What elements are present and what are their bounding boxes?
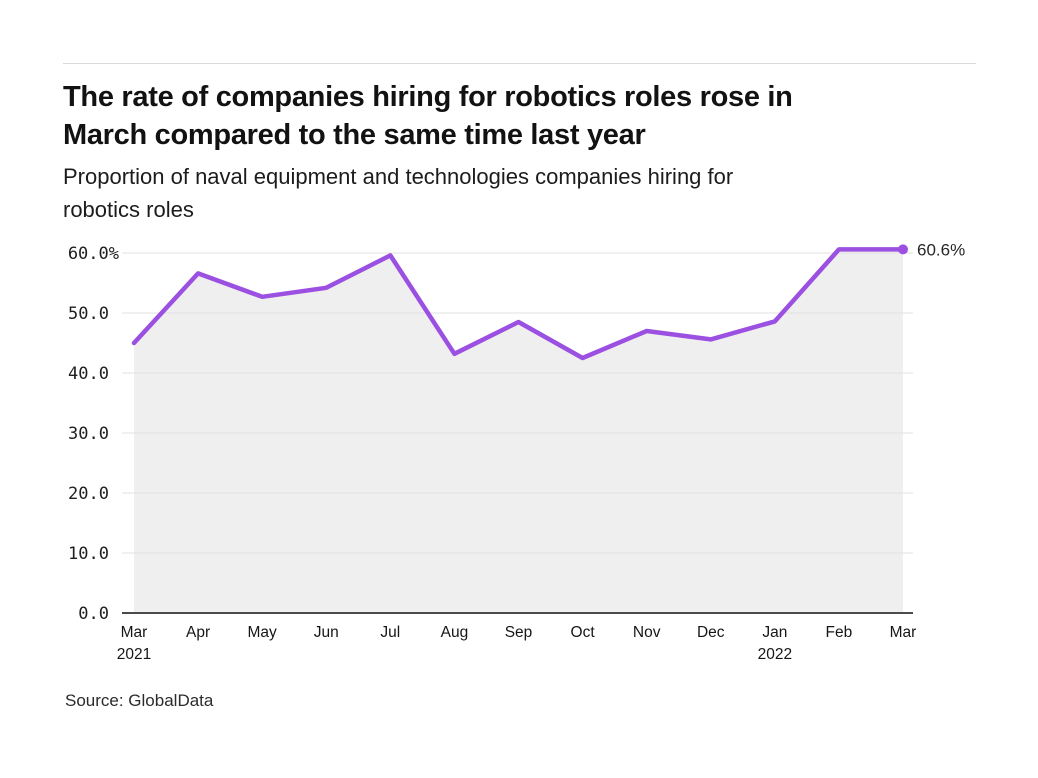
y-tick-label: 20.0 <box>68 484 109 504</box>
x-tick-label: Apr <box>186 624 210 641</box>
x-tick-label: Jan <box>762 624 787 641</box>
chart-title-line1: The rate of companies hiring for robotic… <box>63 81 793 113</box>
x-tick-label: Oct <box>571 624 596 641</box>
chart-subtitle: Proportion of naval equipment and techno… <box>63 160 963 226</box>
year-label: 2022 <box>758 646 792 663</box>
series-end-dot <box>898 244 908 255</box>
y-tick-label: 50.0 <box>68 304 109 324</box>
y-tick-label: 40.0 <box>68 364 109 384</box>
x-tick-label: Dec <box>697 624 725 641</box>
x-tick-label: Sep <box>505 624 533 641</box>
year-label: 2021 <box>117 646 151 663</box>
y-tick-label: 10.0 <box>68 544 109 564</box>
y-tick-label: 30.0 <box>68 424 109 444</box>
y-tick-label: 60.0% <box>68 244 119 264</box>
x-tick-label: Mar <box>121 624 148 641</box>
y-tick-label: 0.0 <box>78 604 109 624</box>
x-tick-label: Jun <box>314 624 339 641</box>
chart-title-line2: March compared to the same time last yea… <box>63 119 646 151</box>
series-line <box>131 247 906 361</box>
top-divider <box>63 63 976 64</box>
chart-title: The rate of companies hiring for robotic… <box>63 78 993 154</box>
x-tick-label: Aug <box>441 624 469 641</box>
chart-subtitle-line1: Proportion of naval equipment and techno… <box>63 164 734 189</box>
x-tick-label: Mar <box>890 624 917 641</box>
x-tick-label: Nov <box>633 624 661 641</box>
x-tick-label: May <box>248 624 278 641</box>
x-tick-label: Jul <box>380 624 400 641</box>
chart-subtitle-line2: robotics roles <box>63 197 194 222</box>
series-end-label: 60.6% <box>917 240 965 259</box>
x-tick-label: Feb <box>826 624 853 641</box>
source-text: Source: GlobalData <box>65 691 214 710</box>
